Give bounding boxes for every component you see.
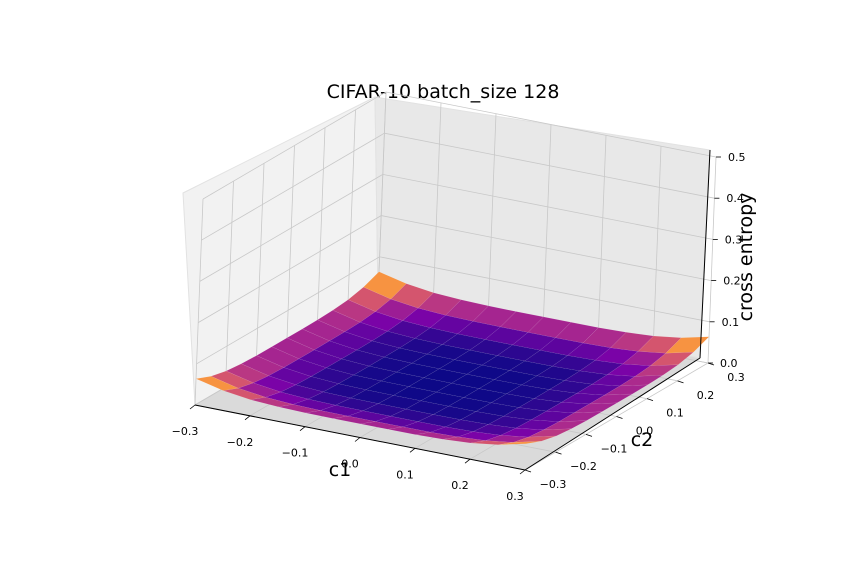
x-tick-mark [519, 469, 526, 475]
y-tick-label: 0.1 [666, 407, 684, 420]
tick-labels: −0.3−0.2−0.10.00.10.20.3−0.3−0.2−0.10.00… [172, 151, 746, 503]
surface-patch [528, 428, 572, 438]
x-tick-label: −0.3 [172, 425, 199, 438]
x-tick-label: −0.1 [282, 447, 309, 460]
y-axis-line [524, 357, 701, 471]
y-tick-mark [616, 416, 623, 419]
x-tick-label: −0.2 [227, 436, 254, 449]
x-tick-mark [409, 448, 416, 453]
grid-line-z [199, 173, 713, 282]
grid-line-z [196, 256, 710, 365]
x-tick-label: 0.2 [451, 479, 469, 492]
x-axis-label: c1 [329, 459, 352, 481]
grid-line-z [197, 215, 712, 323]
x-tick-label: 0.0 [341, 458, 359, 471]
x-tick-mark [244, 415, 251, 421]
y-tick-mark [585, 433, 593, 437]
surface-mesh [195, 271, 710, 446]
y-tick-mark [524, 469, 532, 473]
z-axis-label: cross entropy [735, 193, 757, 322]
x-tick-label: 0.3 [506, 490, 524, 503]
z-tick-label: 0.1 [722, 316, 740, 329]
y-tick-label: −0.2 [570, 460, 597, 473]
x-tick-mark [189, 404, 196, 410]
chart-title: CIFAR-10 batch_size 128 [327, 81, 560, 103]
x-tick-label: 0.1 [396, 468, 414, 481]
surface-patch [498, 441, 542, 446]
grid-line-z [202, 91, 717, 200]
x-tick-mark [354, 437, 361, 442]
z-tick-label: 0.2 [723, 275, 741, 288]
y-tick-label: 0.0 [636, 425, 654, 438]
y-tick-mark [677, 380, 684, 384]
y-tick-label: −0.3 [540, 478, 567, 491]
grid-line-z [201, 132, 715, 241]
z-axis-line [699, 149, 711, 359]
z-tick-label: 0.5 [728, 151, 746, 164]
z-tick-label: 0.0 [720, 357, 738, 370]
y-tick-mark [555, 451, 562, 455]
y-axis-label: c2 [631, 429, 654, 451]
y-tick-label: 0.3 [727, 371, 745, 384]
z-tick-label: 0.3 [725, 233, 743, 246]
z-tick-label: 0.4 [726, 192, 744, 205]
x-axis-line [194, 404, 526, 471]
x-tick-mark [299, 426, 306, 431]
y-tick-label: −0.1 [601, 442, 628, 455]
y-tick-mark [646, 398, 654, 402]
x-tick-mark [464, 458, 471, 464]
y-tick-label: 0.2 [697, 389, 715, 402]
